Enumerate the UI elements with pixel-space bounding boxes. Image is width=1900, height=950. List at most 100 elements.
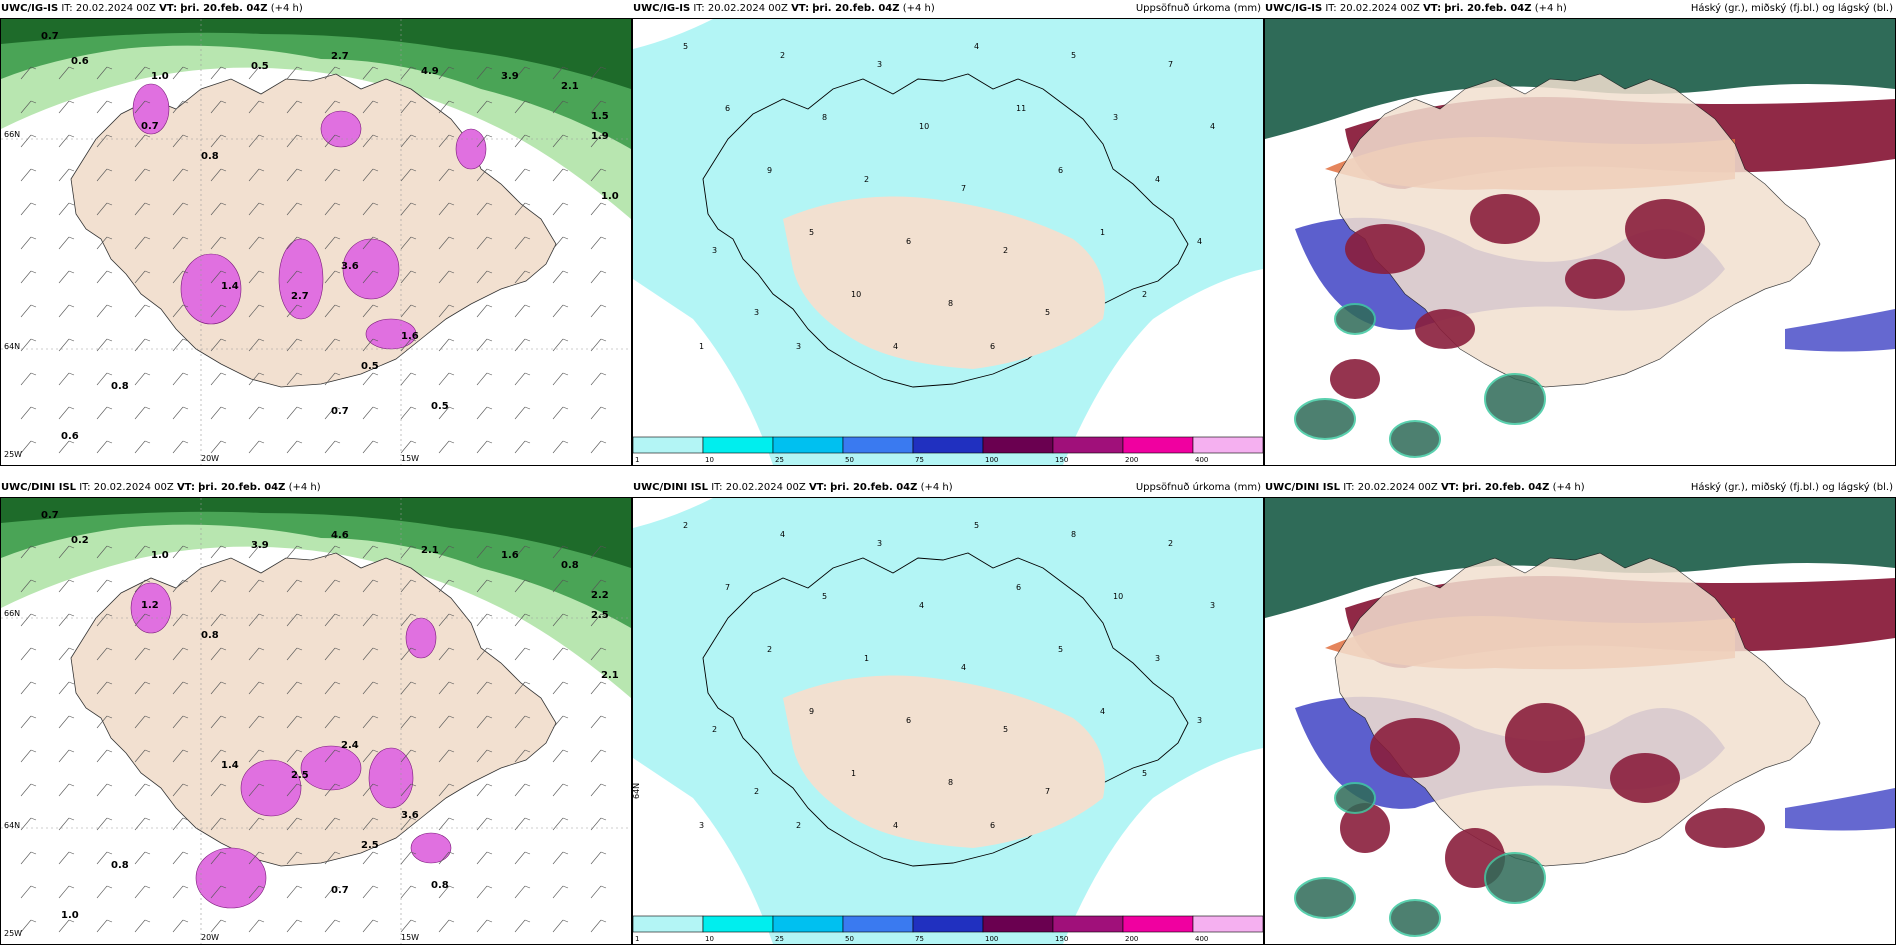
wind-barb	[514, 613, 526, 627]
panel-header: UWC/DINI ISL IT: 20.02.2024 00Z VT: þri.…	[632, 479, 1264, 497]
wind-barb	[400, 613, 412, 627]
wind-barb-flag	[486, 406, 493, 410]
wind-barb-flag	[258, 919, 265, 923]
precip-value-label: 2	[754, 787, 759, 796]
precip-cell	[130, 582, 172, 634]
wind-barb	[514, 134, 526, 148]
panel-header: UWC/IG-IS IT: 20.02.2024 00Z VT: þri. 20…	[632, 0, 1264, 18]
wind-barb-flag	[486, 304, 493, 308]
wind-barb-flag	[30, 270, 37, 274]
precip-value-label: 1.4	[221, 760, 239, 771]
wind-barb-flag	[600, 579, 607, 583]
wind-barb	[134, 372, 146, 386]
wind-barb	[20, 545, 32, 559]
wind-barb-flag	[106, 338, 113, 342]
wind-barb	[590, 783, 602, 797]
wind-barb	[134, 681, 146, 695]
precip-value-label: 4	[919, 601, 924, 610]
wind-barb-flag	[68, 919, 75, 923]
precip-value-label: 5	[1142, 769, 1147, 778]
wind-barb	[286, 338, 298, 352]
wind-barb-flag	[448, 406, 455, 410]
precip-value-label: 2	[683, 521, 688, 530]
wind-barb-flag	[182, 134, 189, 138]
wind-barb	[514, 545, 526, 559]
colorbar-swatch	[912, 915, 984, 933]
wind-barb-flag	[334, 406, 341, 410]
wind-barb-flag	[562, 168, 569, 172]
precip-cell	[132, 83, 170, 135]
wind-barb-flag	[448, 270, 455, 274]
wind-barb-flag	[258, 783, 265, 787]
map-canvas: 5 2 3 4 5 7 6 8 10 11 3 4 9 2 7 6 4 3 5 6 2 1 4 3 10 8 5 2 1 3 4 6 1 10 25…	[633, 19, 1263, 465]
wind-barb	[286, 202, 298, 216]
wind-barb-flag	[600, 440, 607, 444]
it-label: IT:	[711, 482, 723, 493]
wind-barb-flag	[296, 168, 303, 172]
precip-value-label: 9	[809, 707, 814, 716]
wind-barb-flag	[410, 885, 417, 889]
wind-barb	[590, 919, 602, 933]
wind-barb-flag	[486, 715, 493, 719]
high-cloud-cell	[1389, 420, 1441, 458]
wind-barb-flag	[296, 236, 303, 240]
wind-barb-flag	[258, 545, 265, 549]
wind-barb	[590, 851, 602, 865]
wind-barb	[362, 613, 374, 627]
wind-barb-flag	[296, 851, 303, 855]
wind-barb	[514, 919, 526, 933]
wind-barb	[324, 817, 336, 831]
model-name: UWC/IG-IS	[1265, 3, 1323, 14]
wind-barb	[20, 406, 32, 420]
colorbar-swatch	[1192, 436, 1263, 454]
wind-barb	[172, 919, 184, 933]
precip-value-label: 6	[1016, 583, 1021, 592]
precip-cell	[455, 128, 487, 170]
wind-barb	[96, 783, 108, 797]
wind-barb-flag	[258, 681, 265, 685]
it-value: 20.02.2024 00Z	[707, 3, 788, 14]
wind-barb-flag	[296, 715, 303, 719]
wind-barb-flag	[334, 885, 341, 889]
wind-barb	[58, 236, 70, 250]
colorbar-swatch	[1122, 436, 1194, 454]
precip-value-label: 4	[961, 663, 966, 672]
wind-barb	[362, 681, 374, 695]
wind-barb-flag	[334, 236, 341, 240]
wind-barb	[362, 919, 374, 933]
colorbar-tick: 100	[985, 456, 998, 464]
wind-barb	[286, 545, 298, 559]
axis-label: 20W	[201, 454, 219, 463]
wind-barb	[324, 681, 336, 695]
high-cloud-cell	[1294, 877, 1356, 919]
wind-barb-flag	[600, 270, 607, 274]
wind-barb-flag	[524, 168, 531, 172]
wind-barb	[58, 168, 70, 182]
precip-value-label: 2	[712, 725, 717, 734]
wind-barb	[552, 817, 564, 831]
wind-barb	[552, 647, 564, 661]
wind-barb	[248, 134, 260, 148]
wind-barb	[514, 851, 526, 865]
wind-barb	[172, 681, 184, 695]
colorbar-tick: 100	[985, 935, 998, 943]
wind-barb-flag	[68, 202, 75, 206]
wind-barb	[590, 372, 602, 386]
wind-barb	[552, 270, 564, 284]
high-cloud-cell	[1484, 852, 1546, 904]
wind-barb	[96, 406, 108, 420]
precip-value-label: 5	[1071, 51, 1076, 60]
high-cloud-cell	[1334, 303, 1376, 335]
wind-barb-flag	[334, 545, 341, 549]
vt-label: VT:	[159, 3, 178, 14]
wind-barb-flag	[486, 783, 493, 787]
wind-barb	[58, 406, 70, 420]
wind-barb-flag	[144, 545, 151, 549]
wind-barb	[210, 338, 222, 352]
wind-barb-flag	[600, 168, 607, 172]
wind-barb	[324, 919, 336, 933]
wind-barb-flag	[334, 66, 341, 70]
wind-barb	[248, 817, 260, 831]
precip-value-label: 5	[822, 592, 827, 601]
wind-barb	[514, 440, 526, 454]
